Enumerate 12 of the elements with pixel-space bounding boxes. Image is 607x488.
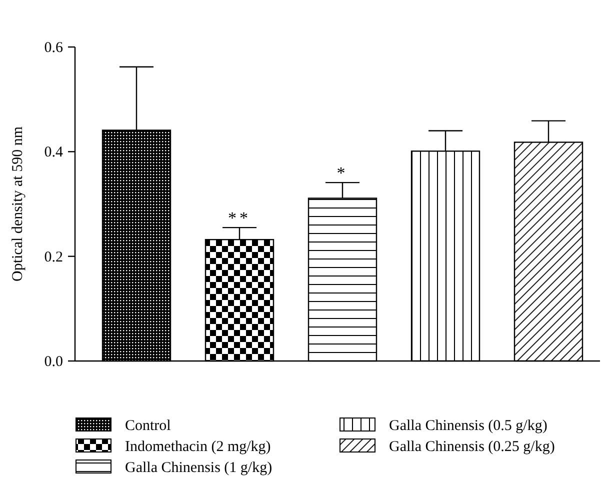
y-tick-label: 0.4 xyxy=(44,144,64,161)
legend-label: Galla Chinensis (0.25 g/kg) xyxy=(389,439,555,455)
legend-label: Control xyxy=(125,418,171,434)
legend-label: Galla Chinensis (1 g/kg) xyxy=(125,460,272,476)
legend-label: Galla Chinensis (0.5 g/kg) xyxy=(389,418,548,434)
y-axis-title: Optical density at 590 nm xyxy=(10,126,26,282)
data-label: * xyxy=(336,164,348,183)
y-tick-label: 0.0 xyxy=(44,354,63,370)
y-tick-label: 0.2 xyxy=(44,249,63,266)
data-label: ** xyxy=(228,208,251,228)
y-tick-label: 0.6 xyxy=(44,40,64,56)
legend-label: Indomethacin (2 mg/kg) xyxy=(125,439,271,455)
